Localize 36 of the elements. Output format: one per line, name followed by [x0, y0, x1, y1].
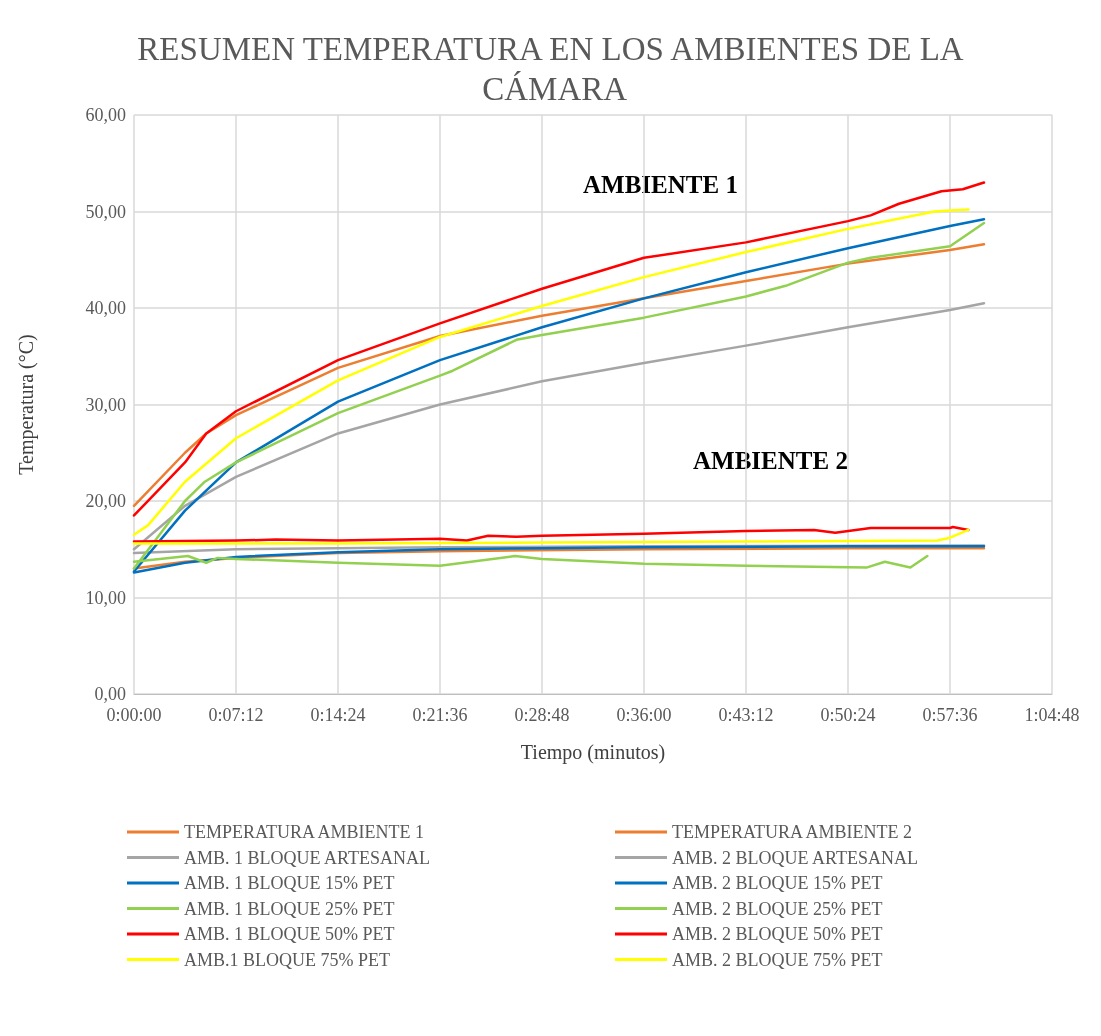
line-series [132, 301, 986, 551]
chart-title: RESUMEN TEMPERATURA EN LOS AMBIENTES DE LA CÁMARA [137, 31, 964, 107]
legend-label: AMB. 1 BLOQUE ARTESANAL [184, 847, 430, 868]
y-tick-label: 40,00 [85, 298, 126, 318]
legend-label: TEMPERATURA AMBIENTE 2 [672, 822, 913, 842]
x-axis-title: Tiempo (minutos) [520, 741, 666, 764]
legend-label: AMB. 2 BLOQUE 25% PET [672, 898, 883, 919]
legend-label: AMB. 1 BLOQUE 25% PET [184, 898, 395, 919]
y-tick-label: 60,00 [85, 105, 126, 125]
x-tick-label: 0:14:24 [310, 705, 366, 725]
x-tick-label: 0:57:36 [922, 705, 978, 725]
legend-label: AMB. 1 BLOQUE 50% PET [184, 924, 395, 944]
line-series [132, 243, 986, 508]
legend-label: AMB.1 BLOQUE 75% PET [184, 949, 390, 970]
x-tick-label: 1:04:48 [1024, 705, 1080, 725]
y-tick-label: 20,00 [85, 491, 126, 511]
x-tick-label: 0:50:24 [820, 705, 876, 725]
y-tick-label: 0,00 [94, 684, 126, 704]
x-tick-label: 0:28:48 [514, 705, 570, 725]
y-tick-label: 10,00 [85, 587, 126, 608]
y-tick-label: 30,00 [85, 394, 126, 415]
legend-label: AMB. 1 BLOQUE 15% PET [184, 873, 395, 893]
x-tick-label: 0:00:00 [106, 705, 162, 725]
legend-label: AMB. 2 BLOQUE 75% PET [672, 949, 883, 970]
legend-label: AMB. 2 BLOQUE 15% PET [672, 873, 883, 893]
annotation: AMBIENTE 1 [583, 171, 738, 198]
y-tick-label: 50,00 [85, 201, 126, 222]
annotation: AMBIENTE 2 [693, 447, 848, 474]
legend-label: TEMPERATURA AMBIENTE 1 [184, 822, 425, 842]
x-tick-label: 0:07:12 [208, 705, 264, 725]
x-tick-label: 0:21:36 [412, 705, 468, 725]
x-tick-label: 0:36:00 [616, 705, 672, 725]
legend-label: AMB. 2 BLOQUE ARTESANAL [672, 847, 918, 868]
y-axis-title: Temperatura (°C) [15, 334, 38, 475]
x-tick-label: 0:43:12 [718, 705, 774, 725]
legend-label: AMB. 2 BLOQUE 50% PET [672, 924, 883, 944]
